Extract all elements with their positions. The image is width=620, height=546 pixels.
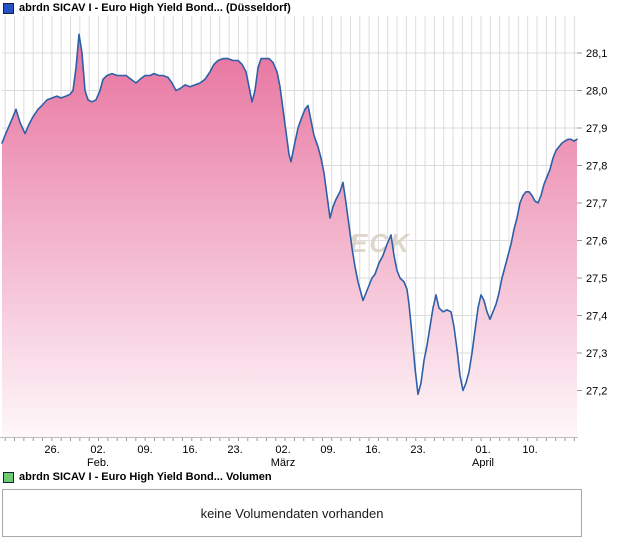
x-axis-label: 23. — [227, 444, 242, 456]
price-area-fill — [2, 34, 577, 438]
watermark: ECK — [350, 228, 411, 258]
x-axis-label: 01. — [475, 444, 490, 456]
volume-chart-legend: abrdn SICAV I - Euro High Yield Bond... … — [3, 471, 272, 483]
x-axis-month-label: Feb. — [87, 457, 109, 468]
x-axis-label: 02. — [275, 444, 290, 456]
x-axis-month-label: März — [271, 457, 295, 468]
y-axis-label: 28,1 — [586, 48, 607, 60]
price-line — [1, 33, 578, 396]
y-axis-label: 28,0 — [586, 86, 607, 98]
no-volume-message: keine Volumendaten vorhanden — [200, 505, 384, 521]
y-axis-label: 27,2 — [586, 386, 607, 398]
volume-panel: keine Volumendaten vorhanden — [2, 489, 582, 537]
y-axis-label: 27,4 — [586, 311, 607, 323]
x-axis-label: 02. — [90, 444, 105, 456]
y-axis-label: 27,8 — [586, 161, 607, 173]
price-chart-legend: abrdn SICAV I - Euro High Yield Bond... … — [3, 2, 291, 14]
x-axis-month-label: April — [472, 457, 494, 468]
x-axis-label: 16. — [365, 444, 380, 456]
y-axis-label: 27,5 — [586, 273, 607, 285]
y-axis-label: 27,7 — [586, 198, 607, 210]
x-axis-label: 10. — [522, 444, 537, 456]
y-axis-label: 27,6 — [586, 236, 607, 248]
price-series-swatch-icon — [3, 2, 14, 14]
volume-series-swatch-icon — [3, 471, 14, 483]
x-axis-label: 26. — [44, 444, 59, 456]
x-axis-label: 09. — [320, 444, 335, 456]
y-axis-label: 27,3 — [586, 348, 607, 360]
price-legend-label: abrdn SICAV I - Euro High Yield Bond... … — [19, 2, 291, 14]
y-axis-label: 27,9 — [586, 123, 607, 135]
x-axis-label: 16. — [182, 444, 197, 456]
x-axis-label: 23. — [410, 444, 425, 456]
price-area-chart: ECK 28,1 28,0 27,9 27,8 27,7 27,6 27,5 27,4 27,3 2… — [0, 16, 607, 468]
volume-legend-label: abrdn SICAV I - Euro High Yield Bond... … — [19, 471, 272, 483]
x-axis-label: 09. — [137, 444, 152, 456]
